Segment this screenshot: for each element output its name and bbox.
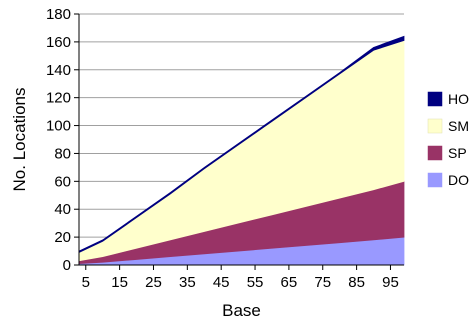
legend-swatch-sm <box>427 118 443 134</box>
legend-label-ho: HO <box>448 91 469 107</box>
x-tick-label-5: 5 <box>82 274 90 291</box>
x-tick-label-45: 45 <box>213 274 230 291</box>
x-tick-label-25: 25 <box>145 274 162 291</box>
y-tick-label-160: 160 <box>46 34 71 51</box>
x-tick-label-35: 35 <box>179 274 196 291</box>
area-series-ho <box>78 35 405 254</box>
legend-label-sp: SP <box>448 145 467 161</box>
legend-label-do: DO <box>448 172 469 188</box>
area-series-group <box>78 35 405 266</box>
x-tick-label-55: 55 <box>247 274 264 291</box>
y-tick-label-80: 80 <box>54 145 71 162</box>
legend-swatch-ho <box>427 91 443 107</box>
y-tick-label-40: 40 <box>54 201 71 218</box>
legend-label-sm: SM <box>448 118 469 134</box>
y-tick-label-120: 120 <box>46 90 71 107</box>
legend-swatch-do <box>427 172 443 188</box>
tick-labels: 0 20 40 60 80 100 120 140 160 180 5 15 25 35 45 55 65 75 8… <box>46 6 399 291</box>
x-tick-label-75: 75 <box>314 274 331 291</box>
y-tick-label-20: 20 <box>54 229 71 246</box>
x-axis-title: Base <box>222 301 261 320</box>
legend-swatch-sp <box>427 145 443 161</box>
y-tick-label-140: 140 <box>46 62 71 79</box>
y-axis-title: No. Locations <box>10 88 29 192</box>
axes <box>78 14 404 266</box>
grid-lines <box>79 13 404 238</box>
x-tick-label-95: 95 <box>382 274 399 291</box>
x-tick-label-85: 85 <box>348 274 365 291</box>
legend: HO SM SP DO <box>427 91 469 188</box>
y-tick-label-180: 180 <box>46 6 71 23</box>
x-tick-label-15: 15 <box>111 274 128 291</box>
y-tick-label-0: 0 <box>63 257 71 274</box>
x-tick-label-65: 65 <box>281 274 298 291</box>
y-tick-label-100: 100 <box>46 118 71 135</box>
y-tick-label-60: 60 <box>54 173 71 190</box>
